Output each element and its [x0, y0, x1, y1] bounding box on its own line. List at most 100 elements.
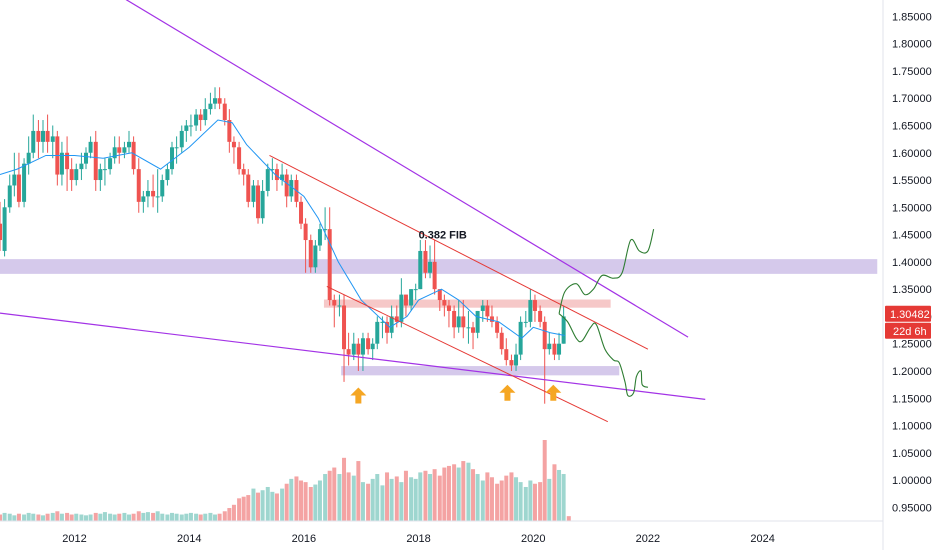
candle-body [356, 343, 361, 355]
volume-bar [523, 486, 528, 521]
volume-bar [332, 467, 337, 521]
volume-bar [174, 513, 179, 521]
volume-bar [437, 475, 442, 521]
trend-line-2 [269, 155, 649, 350]
x-tick-labels: 2012 2014 2016 2018 2020 2022 2024 [62, 533, 775, 545]
candle-body [0, 223, 2, 241]
candle-body [289, 180, 294, 197]
moving-average-layer [0, 119, 565, 339]
candle-body [317, 229, 322, 246]
candle-body [98, 169, 103, 181]
volume-bar [198, 514, 203, 521]
volume-bar [184, 513, 189, 521]
candle-body [389, 316, 394, 333]
candle-body [308, 240, 313, 268]
candle-body [409, 289, 414, 306]
candle-body [523, 321, 528, 323]
volume-bar [50, 512, 55, 521]
candle-body [446, 305, 451, 311]
candle-body [370, 343, 375, 350]
x-tick-label: 2020 [521, 533, 545, 545]
volume-bar [16, 513, 21, 521]
candle-body [145, 190, 150, 197]
volume-bar [360, 482, 365, 521]
candle-body [2, 207, 7, 251]
volume-bar [303, 482, 308, 521]
volume-bar [418, 472, 423, 521]
volume-bar [188, 512, 193, 521]
candle-body [241, 169, 246, 175]
up-arrow-icon [499, 384, 516, 401]
volume-bar [385, 472, 390, 521]
candle-body [246, 174, 251, 202]
candle-body [217, 98, 222, 104]
candle-body [50, 136, 55, 142]
y-tick-label: 1.05000 [892, 448, 932, 460]
candle-body [251, 185, 256, 202]
candle-body [79, 163, 84, 170]
candle-body [399, 294, 404, 322]
zones-layer [0, 259, 878, 376]
volume-bar [327, 470, 332, 521]
volume-bar [284, 483, 289, 521]
volume-bar [122, 512, 127, 521]
candle-body [93, 141, 98, 181]
volume-bar [26, 512, 31, 521]
volume-bar [274, 493, 279, 521]
candle-body [485, 305, 490, 317]
volume-bar [375, 474, 380, 521]
price-badge: 1.30482 22d 6h [885, 305, 931, 339]
candle-body [538, 310, 543, 322]
y-tick-label: 1.35000 [892, 284, 932, 296]
candle-body [432, 261, 437, 290]
volume-bar [495, 483, 500, 521]
candle-body [437, 289, 442, 301]
volume-bar [366, 483, 371, 521]
volume-bar [227, 508, 232, 521]
candle-body [274, 169, 279, 181]
candle-body [45, 130, 50, 142]
candle-body [495, 321, 500, 333]
volume-bar [79, 514, 84, 521]
candle-body [203, 109, 208, 121]
candle-body [380, 321, 385, 323]
candle-body [480, 305, 485, 311]
candle-body [31, 130, 36, 153]
price-badge-timer-bg [885, 322, 931, 339]
candle-body [12, 174, 17, 186]
volume-bar [256, 492, 261, 521]
volume-bar [208, 512, 213, 521]
volume-bar [241, 496, 246, 521]
volume-bar [509, 472, 514, 521]
y-tick-label: 1.85000 [892, 11, 932, 23]
candle-body [198, 114, 203, 121]
y-tick-label: 1.20000 [892, 366, 932, 378]
volume-bar [542, 440, 547, 521]
volume-bar [552, 464, 557, 521]
candle-body [237, 147, 242, 170]
x-tick-label: 2022 [636, 533, 660, 545]
candle-body [351, 343, 356, 355]
up-arrow-icon [545, 384, 562, 401]
volume-bar [471, 469, 476, 521]
x-tick-label: 2018 [406, 533, 430, 545]
x-tick-label: 2024 [750, 533, 774, 545]
candle-body [122, 147, 127, 153]
candle-body [403, 294, 408, 306]
candle-body [102, 169, 107, 171]
volume-bar [403, 470, 408, 521]
candle-body [303, 223, 308, 241]
zone-2 [341, 366, 620, 376]
up-arrow-icon [350, 387, 367, 404]
volume-bar [380, 485, 385, 521]
volume-bar [145, 512, 150, 521]
trend-line-0 [125, 0, 689, 338]
candle-body [151, 190, 156, 197]
candle-body [160, 180, 165, 197]
candle-body [136, 169, 141, 202]
candle-body [131, 141, 136, 170]
volume-bar [2, 512, 7, 521]
volume-bar [308, 486, 313, 521]
volume-bar [12, 515, 17, 521]
